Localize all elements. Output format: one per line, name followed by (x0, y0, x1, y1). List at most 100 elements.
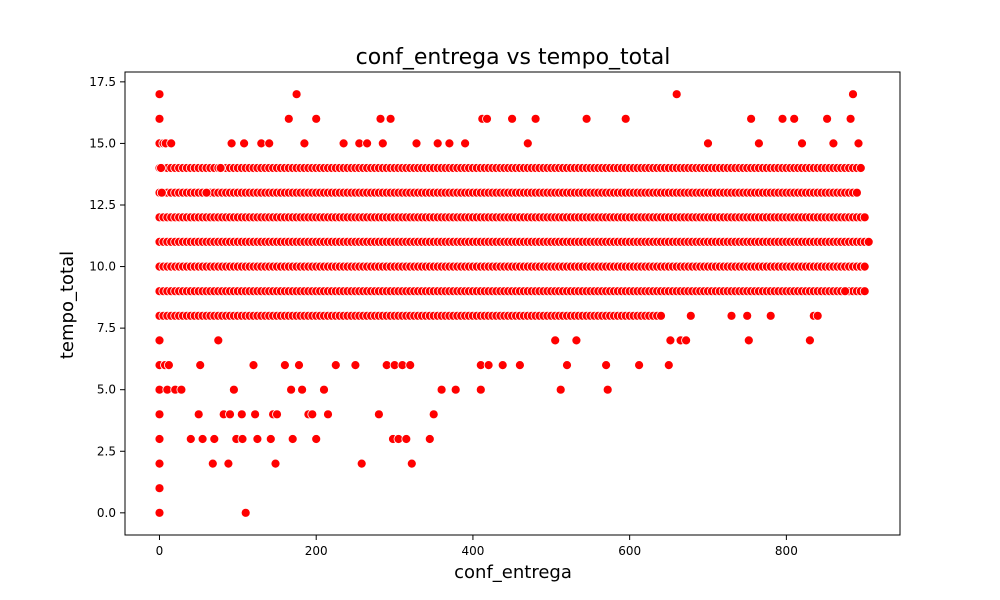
data-point (201, 187, 212, 198)
data-point (207, 458, 218, 469)
data-point (405, 360, 416, 371)
data-point (840, 286, 850, 297)
data-point (176, 384, 187, 395)
data-point (299, 138, 310, 149)
data-point (265, 434, 276, 444)
data-point (156, 187, 167, 198)
y-tick-label: 17.5 (89, 75, 116, 89)
data-point (424, 434, 435, 444)
data-point (581, 113, 592, 124)
data-point (562, 360, 572, 371)
data-point (297, 384, 308, 395)
data-point (270, 458, 281, 469)
data-point (812, 310, 823, 321)
data-point (859, 212, 870, 223)
data-point (236, 409, 247, 420)
data-point (193, 409, 204, 420)
data-point (571, 335, 582, 346)
data-point (223, 458, 234, 469)
x-axis-label: conf_entrega (454, 562, 572, 583)
data-point (746, 113, 756, 124)
data-point (377, 138, 388, 149)
y-tick-label: 12.5 (89, 198, 116, 212)
data-point (237, 434, 248, 444)
y-tick-label: 2.5 (97, 444, 116, 458)
data-point (601, 360, 611, 371)
data-point (228, 384, 239, 395)
data-point (406, 458, 417, 469)
data-point (754, 138, 764, 149)
data-point (475, 384, 486, 395)
data-point (154, 113, 165, 124)
data-point (436, 384, 447, 395)
data-point (154, 458, 165, 469)
data-point (852, 187, 862, 198)
y-tick-label: 5.0 (97, 383, 116, 397)
data-point (215, 163, 226, 173)
data-point (777, 113, 788, 124)
data-point (765, 310, 776, 321)
x-tick-label: 400 (461, 544, 484, 558)
data-point (154, 507, 165, 518)
y-axis-label: tempo_total (57, 251, 78, 359)
data-point (209, 434, 220, 444)
data-point (859, 261, 870, 272)
data-point (681, 335, 691, 346)
data-point (240, 507, 251, 518)
y-tick-label: 0.0 (97, 506, 116, 520)
data-point (797, 138, 807, 149)
data-point (163, 360, 174, 371)
data-points (154, 89, 874, 518)
axis-ticks: 0 200 400 600 800 0.0 2.5 5.0 7.5 10.0 12.5 15.0 17.… (89, 75, 798, 558)
data-point (154, 409, 165, 420)
data-point (294, 360, 304, 371)
x-tick-label: 200 (305, 544, 328, 558)
data-point (450, 384, 461, 395)
data-point (225, 409, 235, 420)
data-point (323, 409, 333, 420)
data-point (307, 409, 318, 420)
data-point (213, 335, 224, 346)
data-point (665, 335, 676, 346)
data-point (444, 138, 455, 149)
data-point (239, 138, 250, 149)
data-point (248, 360, 259, 371)
y-tick-label: 10.0 (89, 260, 116, 274)
data-point (460, 138, 471, 149)
data-point (428, 409, 439, 420)
data-point (726, 310, 737, 321)
data-point (411, 138, 422, 149)
data-point (863, 236, 874, 247)
data-point (522, 138, 533, 149)
data-point (859, 286, 870, 297)
data-point (385, 113, 396, 124)
data-point (828, 138, 839, 149)
data-point (822, 113, 832, 124)
data-point (350, 360, 361, 371)
data-point (311, 113, 322, 124)
data-point (602, 384, 613, 395)
data-point (375, 113, 386, 124)
data-point (789, 113, 800, 124)
data-point (311, 434, 322, 444)
data-point (620, 113, 631, 124)
data-point (154, 434, 165, 444)
data-point (685, 310, 696, 321)
data-point (250, 409, 261, 420)
data-point (742, 310, 753, 321)
data-point (166, 138, 177, 149)
data-point (154, 89, 165, 100)
data-point (154, 335, 165, 346)
data-point (507, 113, 517, 124)
data-point (226, 138, 237, 149)
data-point (848, 89, 858, 100)
data-point (401, 434, 412, 444)
data-point (550, 335, 561, 346)
data-point (252, 434, 263, 444)
data-point (286, 384, 297, 395)
data-point (264, 138, 275, 149)
x-tick-label: 600 (618, 544, 641, 558)
data-point (195, 360, 206, 371)
data-point (287, 434, 298, 444)
data-point (555, 384, 566, 395)
